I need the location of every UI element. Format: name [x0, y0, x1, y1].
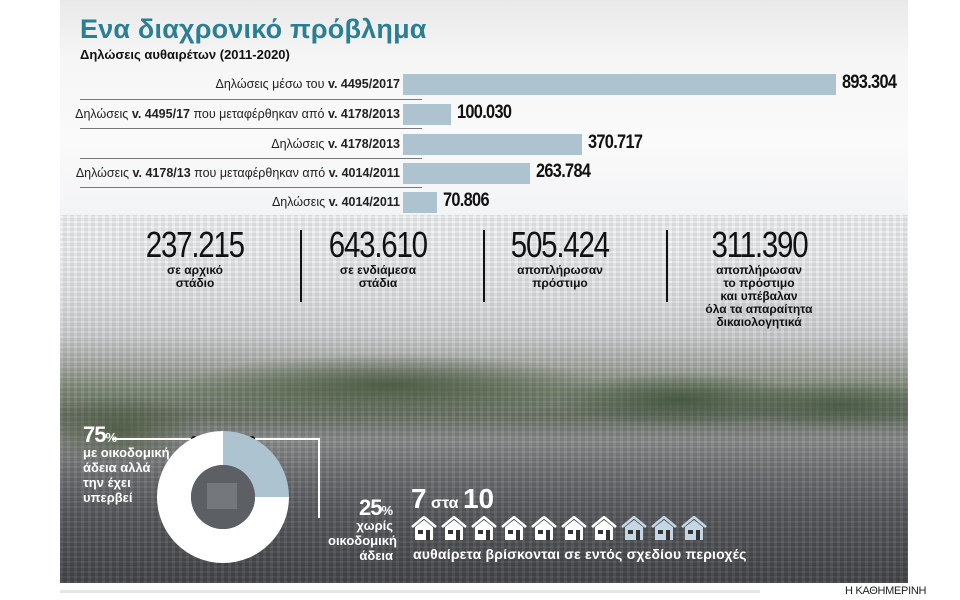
- leader-line-25: [252, 438, 320, 518]
- houses-caption: αυθαίρετα βρίσκονται σε εντός σχεδίου πε…: [413, 546, 747, 562]
- donut-slice-25: [223, 431, 289, 497]
- stat-completed: 311.390 αποπλήρωσαν το πρόστιμο και υπέβ…: [669, 224, 849, 330]
- donut-hole-photo: [207, 483, 237, 509]
- row-divider: [80, 158, 422, 159]
- house-icon-light: [621, 516, 647, 540]
- bar-row: Δηλώσεις v. 4178/2013 370.717: [60, 132, 908, 157]
- bar: [403, 104, 451, 125]
- house-icon-light: [681, 516, 707, 540]
- row-divider: [80, 128, 422, 129]
- row-divider: [80, 99, 422, 100]
- house-icon-filled: [561, 516, 587, 540]
- house-icon-filled: [591, 516, 617, 540]
- publisher-credit: Η ΚΑΘΗΜΕΡΙΝΗ: [845, 585, 927, 597]
- bar-row: Δηλώσεις μέσω του v. 4495/2017 893.304: [60, 72, 908, 97]
- bar: [403, 192, 437, 213]
- stat-value: 643.610: [328, 224, 428, 265]
- stat-description: αποπλήρωσαν: [716, 263, 802, 277]
- bar-row: Δηλώσεις v. 4495/17 που μεταφέρθηκαν από…: [60, 102, 908, 127]
- bar-value: 70.806: [443, 190, 490, 211]
- page-title: Ενα διαχρονικό πρόβλημα: [80, 14, 427, 44]
- stat-separator: [300, 230, 302, 302]
- footer-divider: [60, 590, 760, 593]
- stat-description: και υπέβαλαν: [720, 289, 798, 303]
- bar-label: Δηλώσεις v. 4178/2013: [271, 137, 400, 151]
- bar-label: Δηλώσεις v. 4495/17 που μεταφέρθηκαν από…: [75, 107, 400, 121]
- stat-description: όλα τα απαραίτητα: [705, 302, 813, 316]
- bar-value: 263.784: [536, 161, 591, 182]
- bar: [403, 134, 582, 155]
- bar-value: 100.030: [457, 102, 512, 123]
- house-pictogram-row: [411, 516, 707, 540]
- stat-intermediate-stages: 643.610 σε ενδιάμεσα στάδια: [288, 224, 468, 291]
- stat-description: πρόστιμο: [532, 276, 588, 290]
- donut-label-25: 25% χωρίς οικοδομική άδεια: [328, 495, 397, 564]
- house-icon-filled: [531, 516, 557, 540]
- donut-slice-75: [157, 431, 289, 563]
- donut-chart: [112, 431, 320, 563]
- stat-description: το πρόστιμο: [723, 276, 795, 290]
- bar-label: Δηλώσεις μέσω του v. 4495/2017: [215, 77, 401, 91]
- stat-separator: [483, 230, 485, 302]
- house-icon-filled: [471, 516, 497, 540]
- bar-label: Δηλώσεις v. 4178/13 που μεταφέρθηκαν από…: [75, 166, 400, 180]
- infographic-panel: Ενα διαχρονικό πρόβλημα Δηλώσεις αυθαιρέ…: [60, 0, 908, 583]
- stat-description: στάδιο: [175, 276, 215, 290]
- bar-value: 893.304: [842, 72, 897, 93]
- house-icon-filled: [501, 516, 527, 540]
- donut-label-75: 75% με οικοδομική άδεια αλλά την έχει υπ…: [83, 422, 170, 506]
- stat-description: δικαιολογητικά: [716, 315, 802, 329]
- stat-separator: [666, 230, 668, 302]
- bar-row: Δηλώσεις v. 4178/13 που μεταφέρθηκαν από…: [60, 161, 908, 186]
- bar-value: 370.717: [588, 132, 643, 153]
- bar-row: Δηλώσεις v. 4014/2011 70.806: [60, 190, 908, 215]
- stat-description: σε ενδιάμεσα: [339, 263, 417, 277]
- house-icon-filled: [411, 516, 437, 540]
- bar: [403, 74, 836, 95]
- stat-value: 505.424: [510, 224, 610, 265]
- house-icon-light: [651, 516, 677, 540]
- houses-ratio: 7 στα 10: [411, 483, 495, 514]
- chart-subtitle: Δηλώσεις αυθαιρέτων (2011-2020): [80, 47, 290, 62]
- stat-description: σε αρχικό: [167, 263, 223, 277]
- bar: [403, 163, 530, 184]
- row-divider: [80, 187, 422, 188]
- house-icon-filled: [441, 516, 467, 540]
- stat-value: 311.390: [711, 224, 808, 265]
- stat-paid-fine: 505.424 αποπλήρωσαν πρόστιμο: [470, 224, 650, 291]
- stat-description: αποπλήρωσαν: [517, 263, 603, 277]
- stat-value: 237.215: [145, 224, 245, 265]
- bar-label: Δηλώσεις v. 4014/2011: [271, 195, 400, 209]
- stat-description: στάδια: [358, 276, 398, 290]
- stat-initial-stage: 237.215 σε αρχικό στάδιο: [105, 224, 285, 291]
